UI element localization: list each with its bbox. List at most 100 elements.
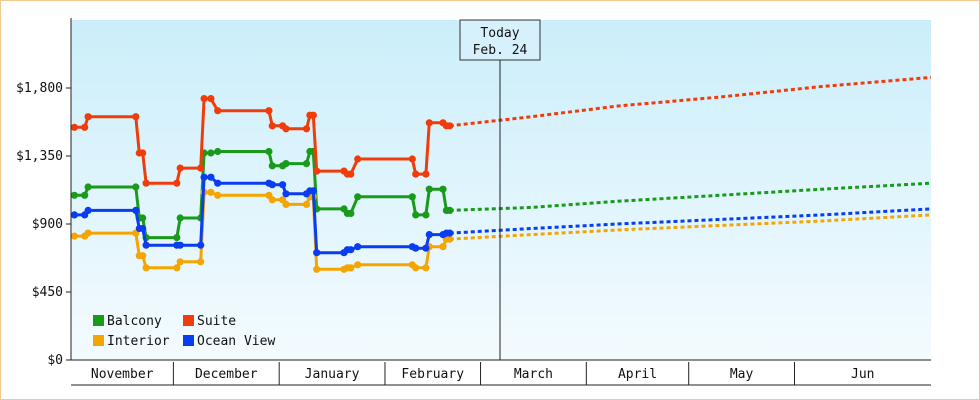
data-point-ocean-view — [446, 229, 454, 237]
data-point-interior — [139, 252, 147, 260]
data-point-balcony — [81, 191, 89, 199]
data-point-suite — [81, 123, 89, 131]
data-point-suite — [268, 122, 276, 130]
legend-swatch-interior — [93, 335, 104, 346]
data-point-balcony — [446, 206, 454, 214]
data-point-suite — [176, 164, 184, 172]
month-label: May — [730, 367, 754, 382]
legend-label-balcony: Balcony — [107, 314, 162, 329]
data-point-suite — [265, 107, 273, 115]
data-point-ocean-view — [268, 181, 276, 189]
today-label: Today — [480, 26, 519, 41]
data-point-balcony — [132, 183, 140, 191]
data-point-balcony — [176, 214, 184, 222]
data-point-ocean-view — [347, 246, 355, 254]
data-point-ocean-view — [354, 243, 362, 251]
month-label: Jun — [851, 367, 874, 382]
data-point-interior — [268, 196, 276, 204]
data-point-balcony — [439, 185, 447, 193]
data-point-ocean-view — [313, 249, 321, 257]
data-point-ocean-view — [70, 211, 78, 219]
legend-swatch-ocean-view — [183, 335, 194, 346]
forecast-line-suite — [449, 75, 932, 128]
data-point-suite — [422, 170, 430, 178]
forecast-line-balcony — [449, 181, 932, 212]
data-point-suite — [70, 123, 78, 131]
data-point-interior — [84, 229, 92, 237]
data-point-interior — [422, 264, 430, 272]
y-tick-label: $900 — [32, 217, 63, 232]
data-point-suite — [173, 179, 181, 187]
data-point-interior — [302, 200, 311, 208]
forecast-line-interior — [449, 213, 932, 241]
data-point-balcony — [408, 193, 416, 201]
data-point-balcony — [214, 147, 222, 156]
data-point-suite — [197, 164, 205, 172]
data-point-balcony — [354, 193, 362, 201]
data-point-ocean-view — [84, 206, 92, 214]
month-label: April — [618, 367, 657, 382]
legend-label-ocean-view: Ocean View — [197, 334, 275, 349]
y-tick-label: $1,350 — [16, 149, 63, 164]
data-point-interior — [446, 235, 454, 243]
data-point-balcony — [173, 234, 181, 242]
data-point-suite — [313, 167, 321, 175]
legend-label-interior: Interior — [107, 334, 170, 349]
month-label: January — [305, 367, 360, 382]
forecast-line-ocean-view — [449, 207, 932, 235]
data-point-interior — [207, 188, 215, 196]
data-point-balcony — [268, 162, 276, 170]
data-point-interior — [142, 264, 150, 272]
data-point-suite — [282, 125, 290, 133]
data-point-balcony — [265, 147, 273, 156]
data-point-balcony — [347, 209, 355, 217]
today-box — [459, 19, 541, 61]
data-point-suite — [214, 107, 222, 115]
legend-label-suite: Suite — [197, 314, 236, 329]
data-point-balcony — [282, 160, 290, 168]
data-point-ocean-view — [197, 241, 205, 249]
data-point-balcony — [207, 149, 215, 157]
data-point-interior — [197, 258, 205, 266]
data-point-interior — [173, 264, 181, 272]
data-point-balcony — [302, 160, 311, 168]
data-point-ocean-view — [142, 241, 150, 249]
data-point-suite — [200, 95, 208, 103]
data-point-ocean-view — [207, 173, 215, 181]
data-point-ocean-view — [279, 181, 287, 189]
month-label: December — [195, 367, 258, 382]
data-point-ocean-view — [214, 179, 222, 187]
month-label: March — [514, 367, 553, 382]
y-tick-label: $1,800 — [16, 81, 63, 96]
data-point-suite — [309, 111, 317, 119]
data-point-interior — [354, 261, 362, 269]
data-point-interior — [347, 264, 355, 272]
data-point-suite — [412, 170, 420, 178]
data-point-interior — [439, 243, 447, 251]
data-point-interior — [282, 200, 290, 208]
data-point-suite — [302, 125, 311, 133]
today-date: Feb. 24 — [473, 43, 528, 58]
month-label: February — [401, 367, 464, 382]
data-point-balcony — [139, 214, 147, 222]
data-point-suite — [425, 119, 433, 127]
month-label: November — [91, 367, 154, 382]
data-point-suite — [354, 155, 362, 163]
data-point-balcony — [422, 211, 430, 219]
data-point-suite — [139, 149, 147, 157]
data-point-balcony — [425, 185, 433, 193]
data-point-ocean-view — [176, 241, 184, 249]
data-point-interior — [313, 265, 321, 273]
data-point-balcony — [84, 183, 92, 191]
y-tick-label: $0 — [47, 353, 63, 368]
data-point-ocean-view — [422, 244, 430, 252]
data-point-ocean-view — [200, 173, 208, 181]
data-point-balcony — [412, 211, 420, 219]
data-point-ocean-view — [282, 190, 290, 198]
data-point-ocean-view — [412, 244, 420, 252]
data-point-suite — [347, 170, 355, 178]
data-point-balcony — [70, 191, 78, 199]
data-point-suite — [446, 122, 454, 130]
data-point-ocean-view — [132, 206, 140, 214]
data-point-suite — [132, 113, 140, 121]
